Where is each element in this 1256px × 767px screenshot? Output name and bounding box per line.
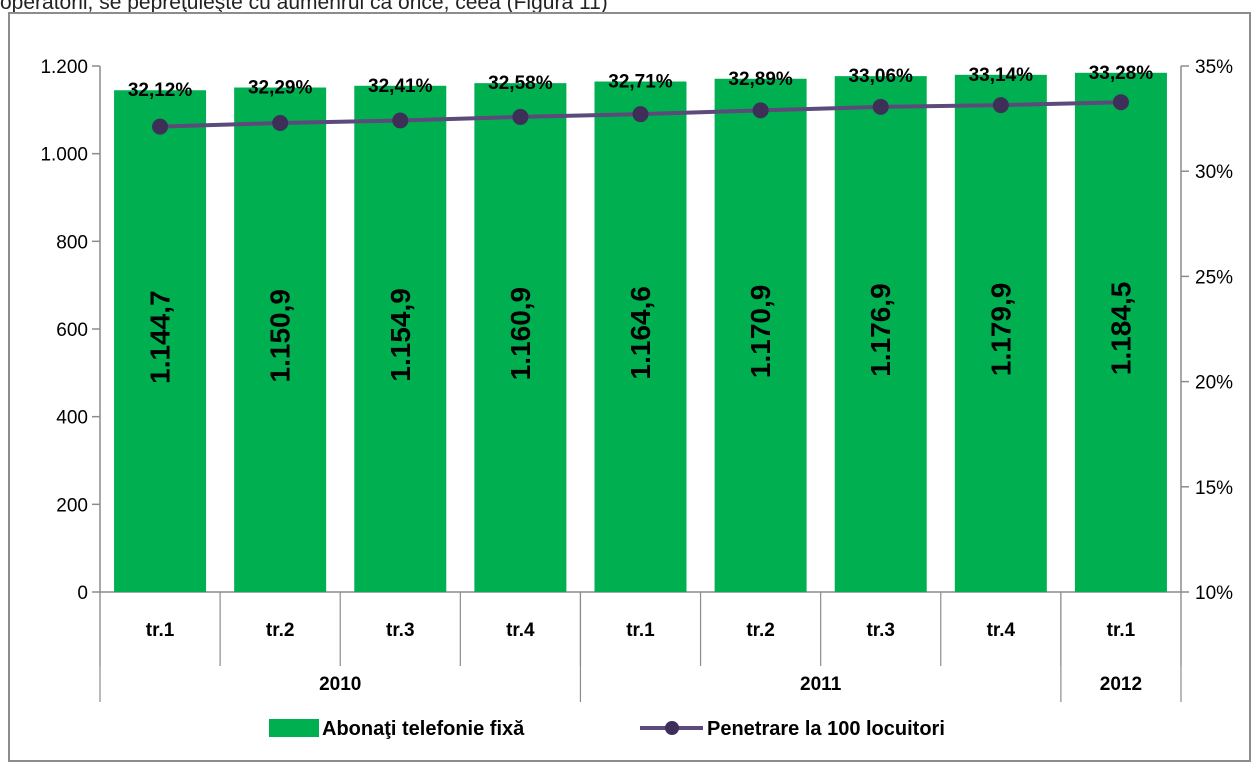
group-label: 2012 bbox=[1100, 674, 1142, 695]
y-tick-label-right: 30% bbox=[1195, 162, 1233, 183]
legend-label-bars: Abonaţi telefonie fixă bbox=[322, 718, 525, 740]
chart-frame: 0 200 400 600 800 1.000 1.200 10% 15% 20% 25% 30% 35… bbox=[8, 12, 1251, 762]
group-label: 2011 bbox=[800, 674, 842, 695]
category-label: tr.3 bbox=[866, 620, 895, 641]
bar bbox=[714, 78, 807, 593]
legend-swatch-bars bbox=[269, 719, 319, 737]
y-tick-label-right: 20% bbox=[1195, 373, 1233, 394]
bar bbox=[354, 85, 447, 593]
y-tick-label-right: 10% bbox=[1195, 583, 1233, 604]
bar bbox=[1074, 72, 1167, 592]
bar-value-label: 1.160,9 bbox=[505, 287, 536, 380]
y-tick-label-right: 15% bbox=[1195, 478, 1233, 499]
bar-value-label: 1.154,9 bbox=[385, 288, 416, 381]
line-point bbox=[392, 112, 409, 129]
line-point bbox=[992, 97, 1009, 114]
category-label: tr.2 bbox=[746, 620, 775, 641]
category-label: tr.4 bbox=[987, 620, 1016, 641]
line-value-label: 32,71% bbox=[608, 72, 673, 93]
top-text: operatorii, se pepreţuieşte cu aumenrul … bbox=[0, 0, 608, 14]
bar-value-label: 1.179,9 bbox=[985, 283, 1016, 376]
bar-value-label: 1.164,6 bbox=[625, 286, 656, 379]
category-label: tr.4 bbox=[506, 620, 535, 641]
y-tick-label-left: 1.000 bbox=[40, 145, 88, 166]
y-tick-label-left: 1.200 bbox=[40, 57, 88, 78]
y-tick-label-left: 0 bbox=[77, 583, 88, 604]
line-value-label: 33,14% bbox=[969, 65, 1034, 86]
category-label: tr.1 bbox=[146, 620, 175, 641]
y-tick-label-left: 800 bbox=[56, 232, 88, 253]
category-label: tr.2 bbox=[266, 620, 295, 641]
category-label: tr.1 bbox=[626, 620, 655, 641]
legend-marker bbox=[665, 721, 679, 735]
line-point bbox=[272, 115, 289, 132]
line-value-label: 33,28% bbox=[1089, 63, 1154, 84]
line-value-label: 32,29% bbox=[248, 78, 313, 99]
bar-value-label: 1.144,7 bbox=[145, 290, 176, 383]
legend-label-line: Penetrare la 100 locuitori bbox=[707, 718, 945, 740]
line-point bbox=[512, 108, 529, 125]
bar-value-label: 1.176,9 bbox=[865, 283, 896, 376]
bar bbox=[834, 76, 927, 593]
line-value-label: 32,89% bbox=[728, 69, 793, 90]
line-value-label: 33,06% bbox=[848, 66, 913, 87]
bar bbox=[474, 83, 567, 593]
y-tick-label-left: 600 bbox=[56, 320, 88, 341]
y-tick-label-right: 25% bbox=[1195, 267, 1233, 288]
line-point bbox=[752, 102, 769, 119]
category-label: tr.1 bbox=[1107, 620, 1136, 641]
y-tick-label-left: 400 bbox=[56, 408, 88, 429]
line-point bbox=[1112, 94, 1129, 111]
bar bbox=[594, 81, 687, 592]
bar-value-label: 1.150,9 bbox=[265, 289, 296, 382]
bar bbox=[954, 74, 1047, 593]
line-point bbox=[632, 106, 649, 123]
bar bbox=[234, 87, 327, 593]
line-point bbox=[872, 98, 889, 115]
line-value-label: 32,41% bbox=[368, 76, 433, 97]
y-tick-label-right: 35% bbox=[1195, 57, 1233, 78]
line-point bbox=[152, 118, 169, 135]
y-tick-label-left: 200 bbox=[56, 495, 88, 516]
group-label: 2010 bbox=[319, 674, 361, 695]
category-label: tr.3 bbox=[386, 620, 415, 641]
bar bbox=[114, 90, 207, 592]
bar-value-label: 1.184,5 bbox=[1105, 282, 1136, 375]
line-value-label: 32,12% bbox=[128, 80, 193, 101]
chart-svg: 0 200 400 600 800 1.000 1.200 10% 15% 20% 25% 30% 35… bbox=[40, 57, 1233, 740]
bar-value-label: 1.170,9 bbox=[745, 285, 776, 378]
line-value-label: 32,58% bbox=[488, 73, 553, 94]
